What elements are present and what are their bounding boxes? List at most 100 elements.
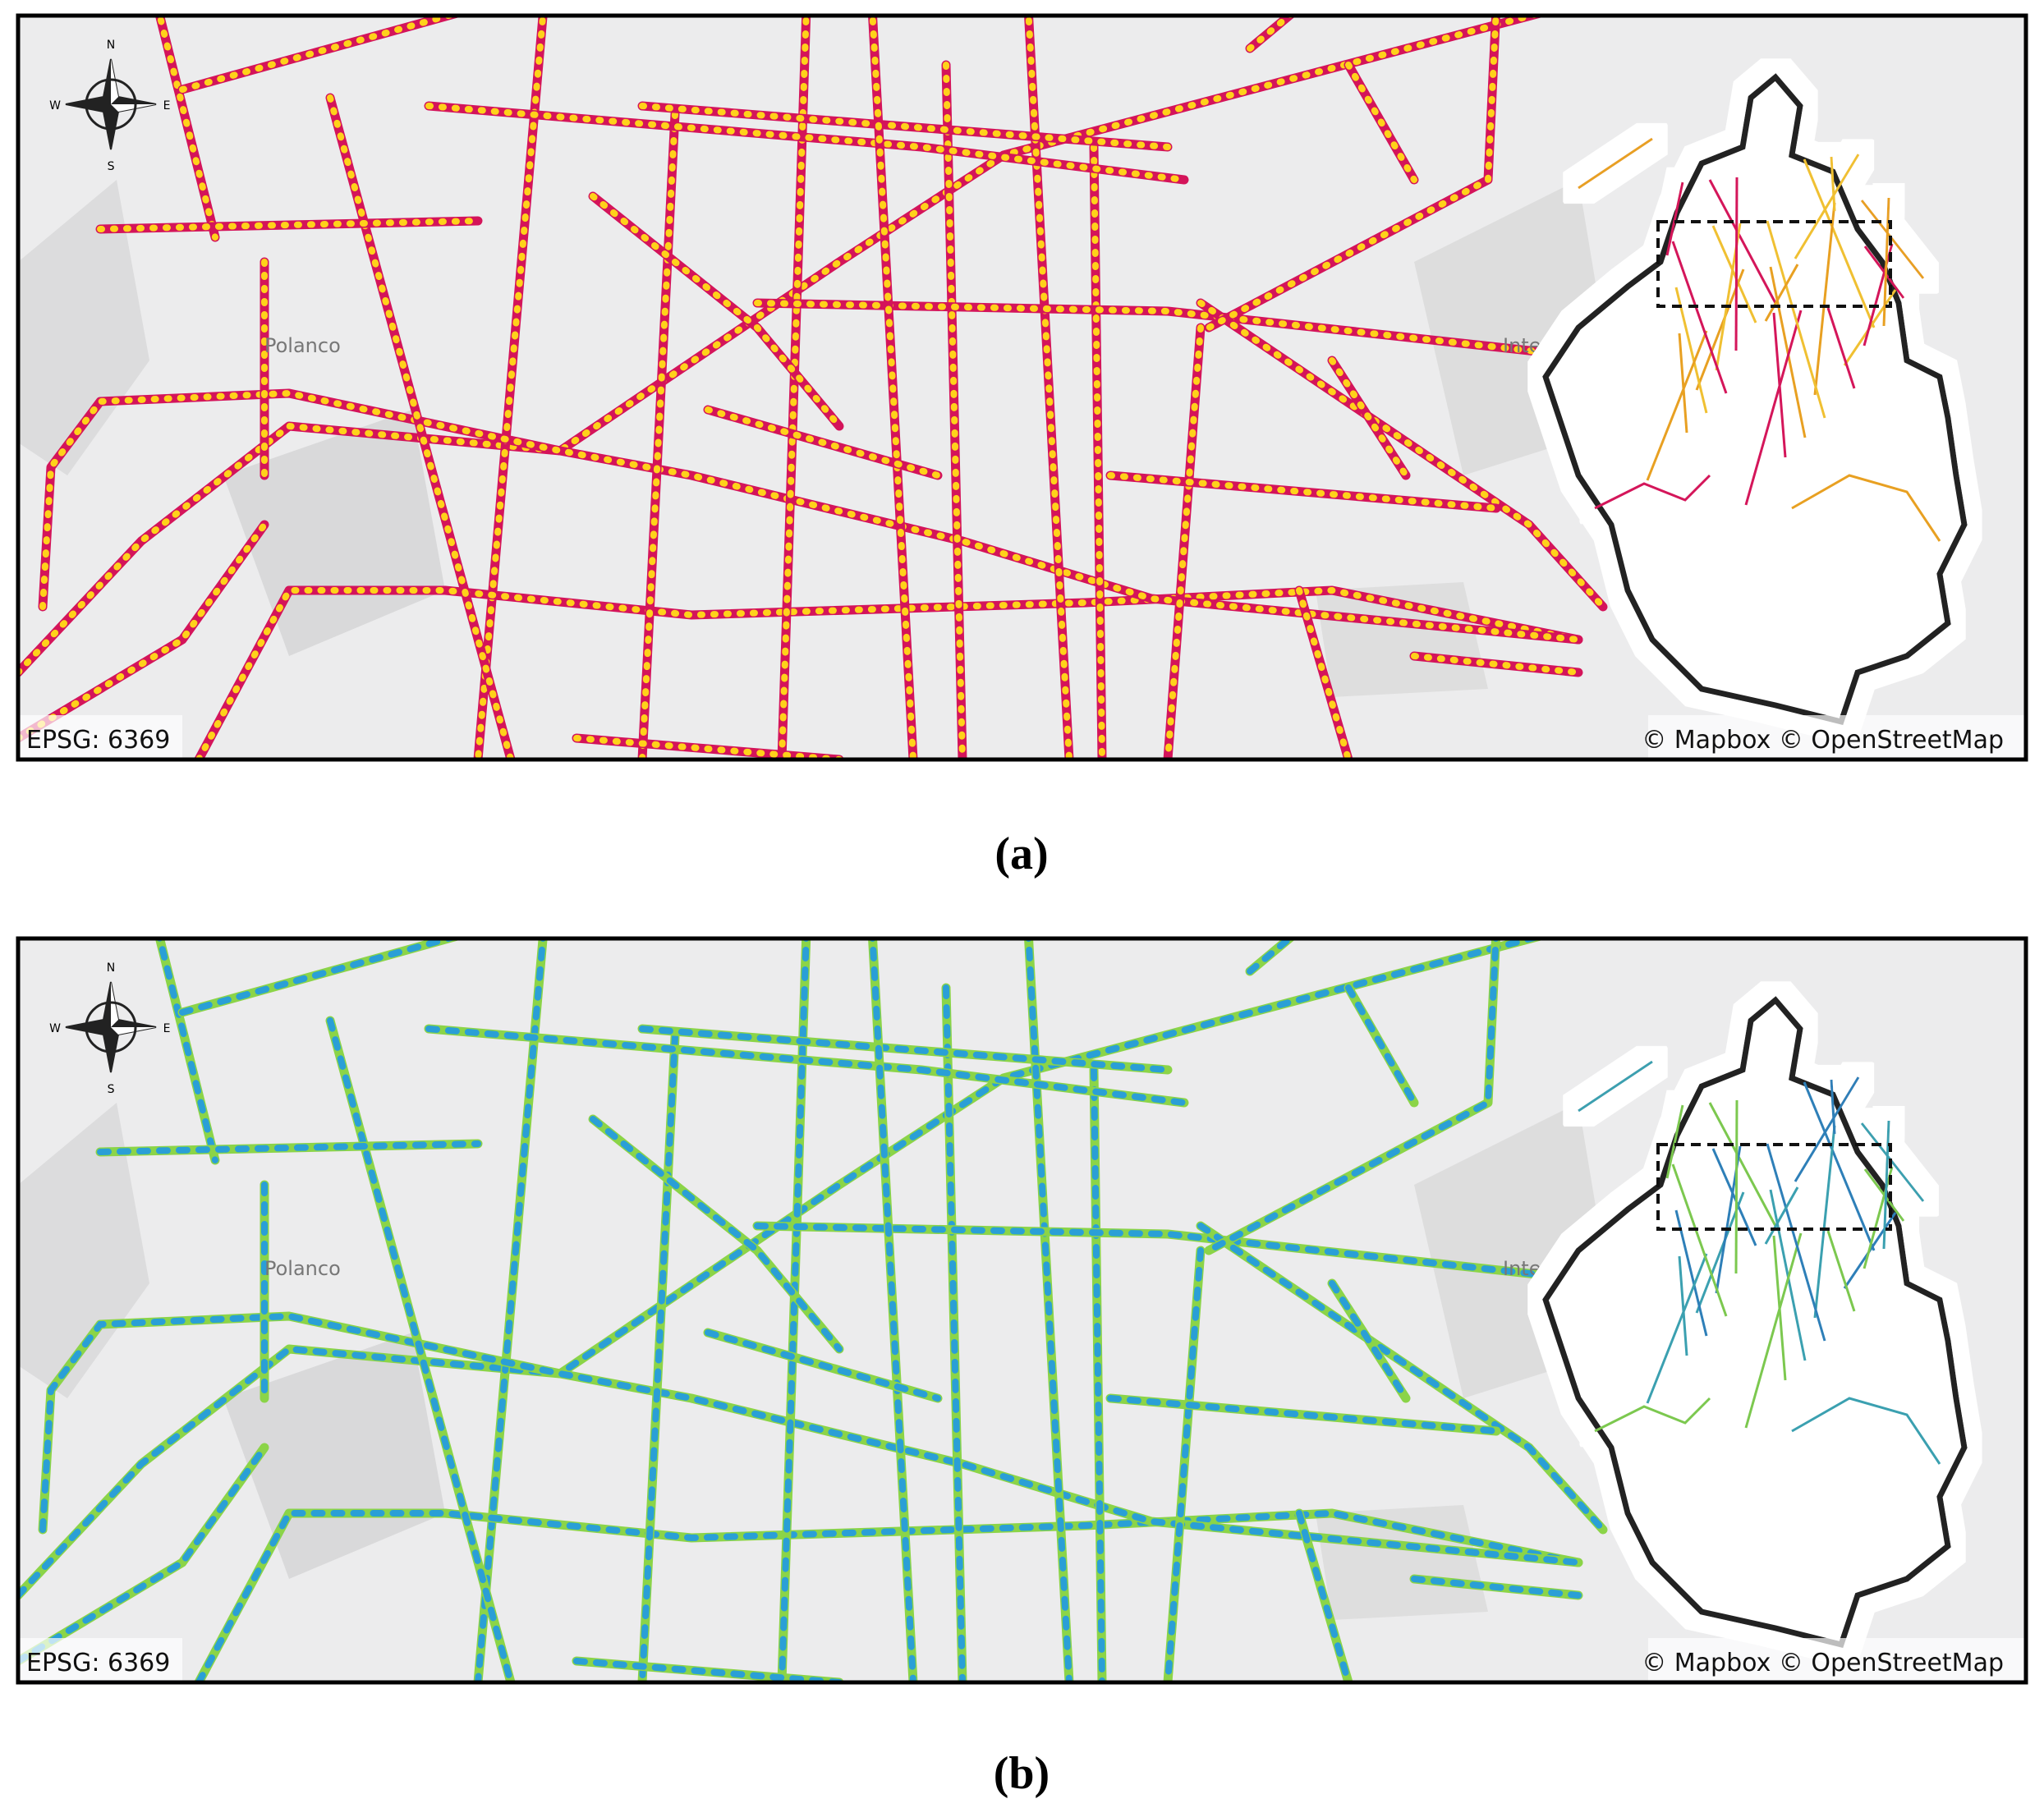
label-bg [1648, 1638, 2026, 1682]
inset-route [1766, 220, 1826, 419]
inset-route [1764, 1186, 1799, 1245]
panel-border [16, 936, 2028, 1685]
road-marker [475, 938, 547, 1682]
road-marker [1107, 1395, 1500, 1434]
road-marker [639, 111, 678, 759]
inset-route [1744, 310, 1803, 506]
compass-letter: S [108, 1083, 115, 1096]
road-marker [943, 62, 966, 759]
road-marker [1107, 472, 1500, 512]
inset-route [1813, 202, 1836, 396]
road-marker [705, 1329, 941, 1402]
road-marker [1091, 144, 1105, 759]
inset-route [1744, 1232, 1803, 1429]
road-marker [1345, 62, 1417, 183]
inset-route [1578, 1060, 1653, 1113]
inset-route [1665, 1104, 1684, 1179]
inset-route [1791, 1397, 1941, 1465]
road-marker [1329, 1280, 1409, 1402]
place-label: Inte [1503, 334, 1541, 357]
road-marker [639, 1034, 678, 1682]
place-label: Inte [1503, 1257, 1541, 1280]
compass-letter: N [107, 39, 115, 52]
inset-route [1678, 333, 1688, 434]
inset-route [1674, 1209, 1708, 1337]
attribution: © Mapbox © OpenStreetMap [1642, 726, 2004, 755]
road-marker [39, 389, 1582, 643]
label-bg [18, 715, 182, 759]
inset-route [1734, 1099, 1739, 1274]
inset-route [1860, 1122, 1925, 1202]
road-marker [195, 1509, 1582, 1682]
map-panel: Polanco Inte N E S W EPSG: 6369 © Mapbox © Open… [16, 936, 2028, 1685]
compass-rose [111, 1027, 156, 1035]
road-marker [1091, 1067, 1105, 1682]
road-marker [195, 586, 1582, 759]
compass: N E S W [49, 39, 170, 173]
road-marker [573, 1658, 843, 1682]
map-area: Polanco Inte N E S W EPSG: 6369 © Mapbox © Open… [18, 938, 2026, 1682]
inset-route [1791, 474, 1941, 542]
road-marker [590, 193, 843, 429]
inset-route [1646, 1253, 1708, 1404]
extent-box [1656, 220, 1892, 308]
compass-ring [85, 1001, 137, 1053]
inset-map [1542, 996, 1968, 1649]
road-marker [639, 1026, 1171, 1073]
road-marker [754, 300, 1623, 364]
road-marker [705, 406, 941, 479]
inset-route [1769, 266, 1807, 438]
extent-box [1656, 1143, 1892, 1231]
road-marker [18, 521, 268, 741]
place-label: Polanco [264, 334, 341, 357]
road-marker [1296, 1510, 1352, 1682]
inset-route [1826, 1230, 1856, 1312]
road-marker [1411, 1576, 1582, 1599]
road-marker [39, 1312, 1582, 1566]
road-marker [1025, 16, 1073, 759]
inset-route [1882, 1120, 1890, 1250]
compass-letter: S [108, 160, 115, 173]
road-marker [179, 938, 461, 1016]
compass-letter: N [107, 961, 115, 975]
compass: N E S W [49, 961, 170, 1096]
road-marker [18, 1444, 268, 1664]
inset-route [1830, 1079, 1836, 1135]
map-panel: Polanco Inte N E S W EPSG: 6369 © Mapbox © Open… [16, 13, 2028, 762]
road-marker [590, 1116, 843, 1352]
inset-route [1882, 197, 1890, 327]
road-marker [475, 16, 547, 759]
road-marker [1329, 357, 1409, 479]
attribution: © Mapbox © OpenStreetMap [1642, 1649, 2004, 1677]
inset-route [1594, 474, 1711, 510]
inset-route [1860, 200, 1925, 279]
road-marker [1247, 16, 1295, 52]
road-marker [327, 1017, 514, 1682]
compass-rose [111, 982, 118, 1027]
inset-route [1646, 330, 1708, 481]
compass-rose [111, 104, 156, 112]
crs-label: EPSG: 6369 [26, 1649, 170, 1677]
road-marker [869, 938, 916, 1682]
road-marker [943, 984, 966, 1682]
inset-route [1803, 158, 1876, 328]
road-marker [1345, 984, 1417, 1106]
inset-route [1764, 264, 1799, 322]
inset-route [1671, 1163, 1728, 1317]
inset-route [1813, 1125, 1836, 1319]
park [1316, 582, 1488, 697]
road-marker [156, 938, 218, 1163]
inset-route [1671, 241, 1728, 394]
road-marker [425, 1026, 1187, 1106]
road-marker [327, 94, 514, 759]
inset-route [1594, 1397, 1711, 1433]
road-marker [1247, 938, 1295, 975]
road-marker [97, 1140, 481, 1155]
compass-letter: E [163, 99, 171, 112]
compass-ring [85, 78, 137, 131]
road-marker [639, 103, 1171, 150]
inset-route [1711, 225, 1757, 324]
park [1316, 1505, 1488, 1620]
inset-route [1711, 1148, 1757, 1246]
